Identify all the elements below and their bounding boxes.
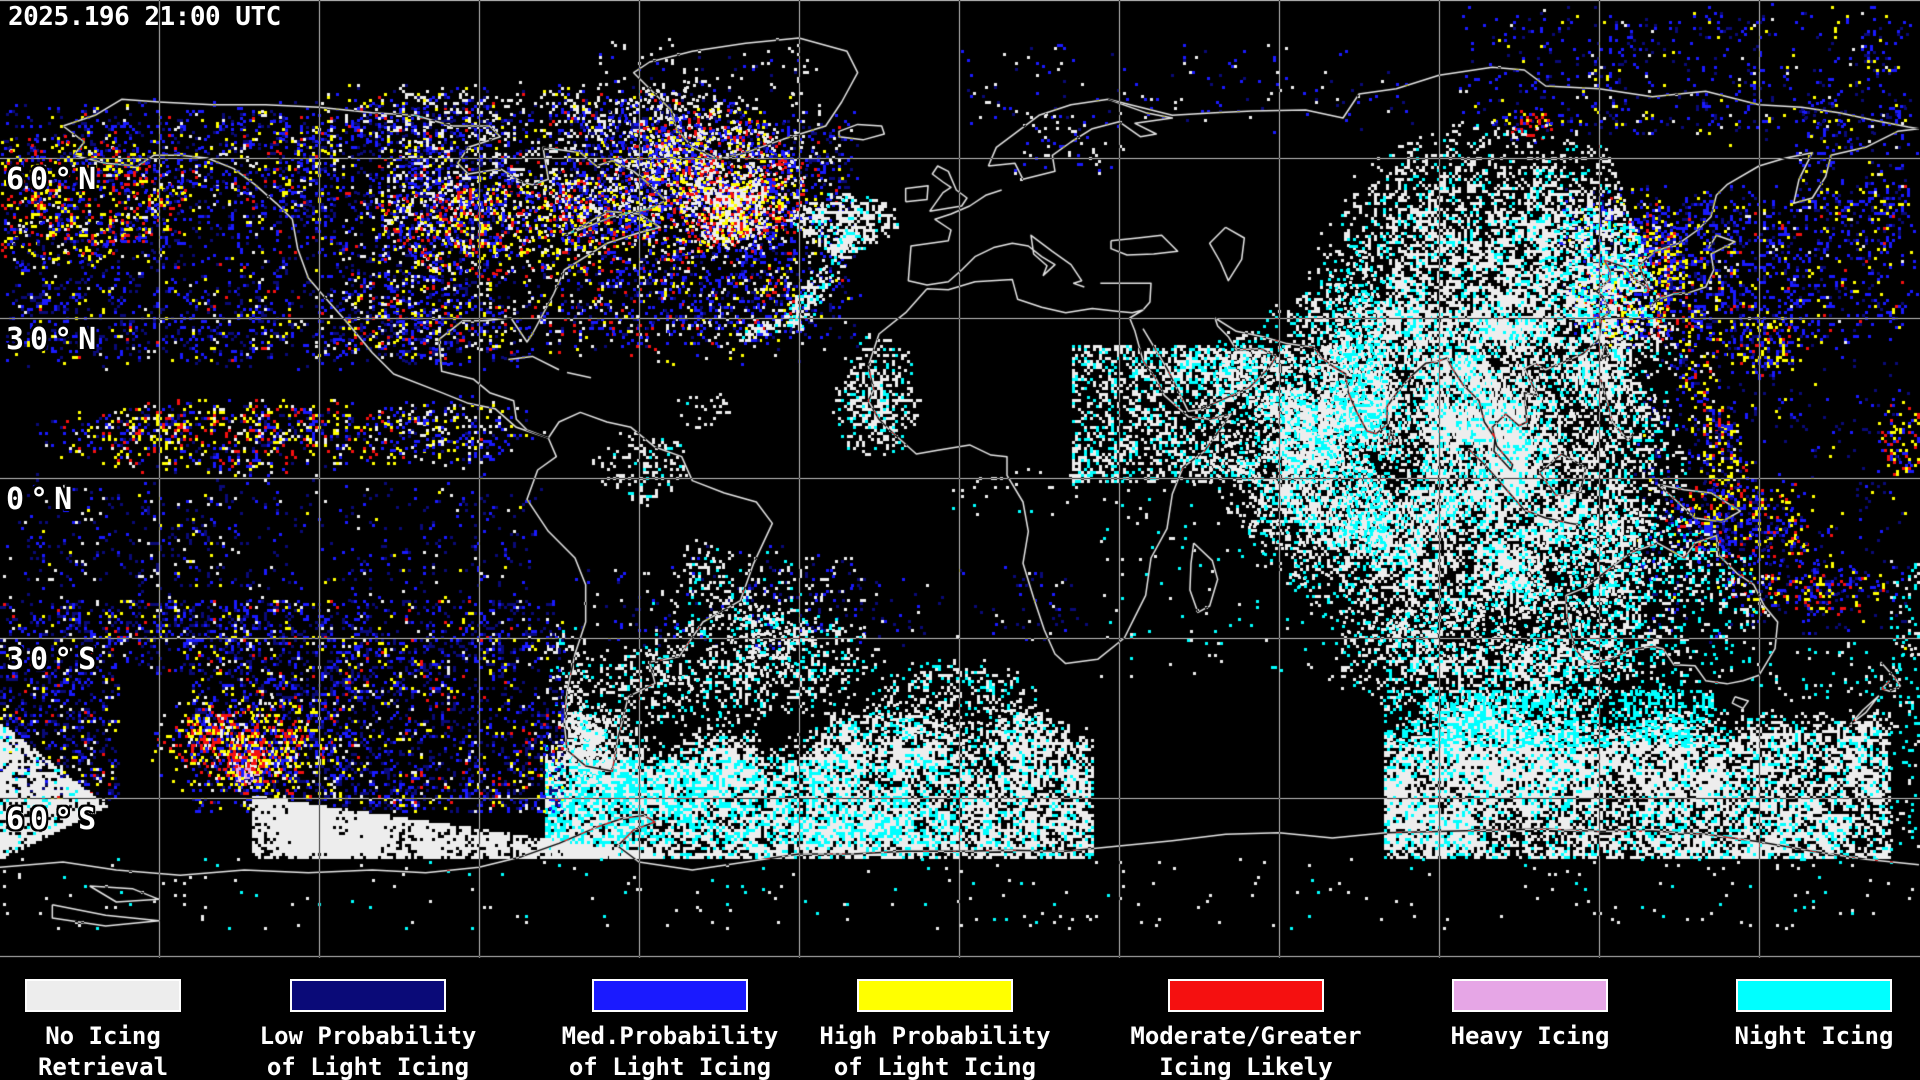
legend-label: Retrieval <box>37 1053 169 1080</box>
legend-swatch-high-probability <box>857 979 1013 1012</box>
legend-swatch-med-probability <box>592 979 748 1012</box>
legend-label: Night Icing <box>1734 1022 1894 1050</box>
legend-label: of Light Icing <box>568 1053 772 1080</box>
legend-label: of Light Icing <box>266 1053 470 1080</box>
timestamp-label: 2025.196 21:00 UTC <box>8 2 281 32</box>
legend-swatch-low-probability <box>290 979 446 1012</box>
legend-item-med-probability: Med.Probability of Light Icing <box>535 979 805 1080</box>
legend-item-heavy-icing: Heavy Icing <box>1395 979 1665 1052</box>
legend-swatch-night-icing <box>1736 979 1892 1012</box>
lat-label-30s: 30°S <box>6 642 103 677</box>
legend-label: Med.Probability <box>561 1022 779 1050</box>
legend-label: Heavy Icing <box>1450 1022 1610 1050</box>
legend-label: Moderate/Greater <box>1130 1022 1362 1050</box>
legend-item-no-icing: No Icing Retrieval <box>0 979 238 1080</box>
legend-label: Low Probability <box>259 1022 477 1050</box>
legend-label: Icing Likely <box>1159 1053 1333 1080</box>
legend-swatch-no-icing <box>25 979 181 1012</box>
world-icing-map <box>0 0 1920 958</box>
legend-item-moderate-greater: Moderate/Greater Icing Likely <box>1111 979 1381 1080</box>
lat-label-0n: 0°N <box>6 482 79 517</box>
lat-label-30n: 30°N <box>6 322 103 357</box>
legend-swatch-heavy-icing <box>1452 979 1608 1012</box>
legend-item-high-probability: High Probability of Light Icing <box>800 979 1070 1080</box>
legend-item-night-icing: Night Icing <box>1679 979 1920 1052</box>
lat-label-60n: 60°N <box>6 162 103 197</box>
lat-label-60s: 60°S <box>6 802 103 837</box>
legend-label: of Light Icing <box>833 1053 1037 1080</box>
legend-label: High Probability <box>819 1022 1051 1050</box>
legend-swatch-moderate-greater <box>1168 979 1324 1012</box>
legend-label: No Icing <box>45 1022 161 1050</box>
legend-item-low-probability: Low Probability of Light Icing <box>233 979 503 1080</box>
legend: No Icing Retrieval Low Probability of Ligh… <box>0 958 1920 1080</box>
